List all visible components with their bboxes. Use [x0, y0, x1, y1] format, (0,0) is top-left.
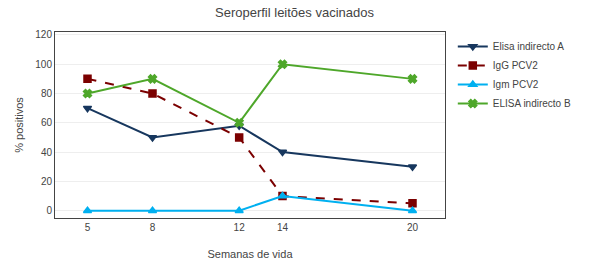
- svg-text:Igm PCV2: Igm PCV2: [493, 79, 539, 90]
- svg-text:12: 12: [234, 222, 246, 233]
- svg-text:8: 8: [150, 222, 156, 233]
- svg-text:IgG PCV2: IgG PCV2: [493, 60, 538, 71]
- svg-text:40: 40: [41, 147, 53, 158]
- svg-text:20: 20: [41, 176, 53, 187]
- svg-text:20: 20: [407, 222, 419, 233]
- svg-text:120: 120: [35, 29, 52, 40]
- svg-text:100: 100: [35, 59, 52, 70]
- svg-text:5: 5: [85, 222, 91, 233]
- svg-text:80: 80: [41, 88, 53, 99]
- svg-text:% positivos: % positivos: [13, 97, 25, 153]
- svg-text:Elisa indirecto A: Elisa indirecto A: [493, 41, 564, 52]
- svg-text:Semanas de vida: Semanas de vida: [208, 248, 294, 260]
- svg-text:14: 14: [277, 222, 289, 233]
- svg-text:Seroperfil leitões vacinados: Seroperfil leitões vacinados: [215, 5, 374, 20]
- svg-text:60: 60: [41, 117, 53, 128]
- svg-text:0: 0: [46, 205, 52, 216]
- svg-text:ELISA indirecto B: ELISA indirecto B: [493, 98, 571, 109]
